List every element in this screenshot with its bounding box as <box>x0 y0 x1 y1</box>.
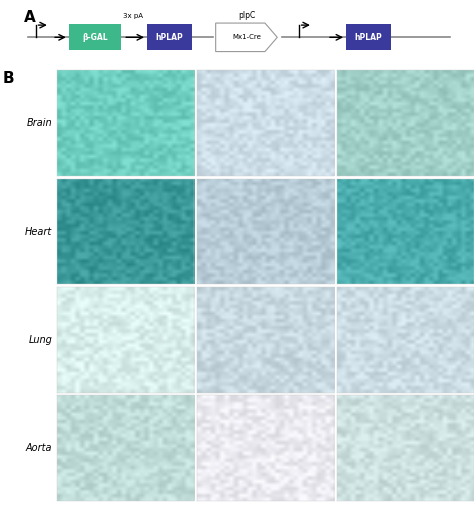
Text: 3x pA: 3x pA <box>123 13 143 19</box>
Text: LacZ: LacZ <box>377 73 401 84</box>
Text: AP: AP <box>410 73 423 84</box>
FancyBboxPatch shape <box>346 25 391 50</box>
Text: Brain: Brain <box>27 118 52 128</box>
Text: Heart: Heart <box>25 227 52 236</box>
Text: pIpC: pIpC <box>238 10 255 20</box>
Text: Aorta: Aorta <box>26 443 52 453</box>
Text: Lung: Lung <box>28 335 52 345</box>
Text: β-GAL: β-GAL <box>82 33 108 42</box>
Text: hPLAP: hPLAP <box>155 33 183 42</box>
Text: AP: AP <box>259 73 272 84</box>
Text: Mx1-Cre: Mx1-Cre <box>232 34 261 40</box>
Text: B: B <box>2 71 14 86</box>
FancyBboxPatch shape <box>147 25 192 50</box>
Polygon shape <box>216 23 277 52</box>
Text: LacZ: LacZ <box>114 73 137 84</box>
Text: /: / <box>401 73 404 84</box>
FancyBboxPatch shape <box>69 25 121 50</box>
Text: hPLAP: hPLAP <box>355 33 383 42</box>
Text: A: A <box>24 10 36 25</box>
